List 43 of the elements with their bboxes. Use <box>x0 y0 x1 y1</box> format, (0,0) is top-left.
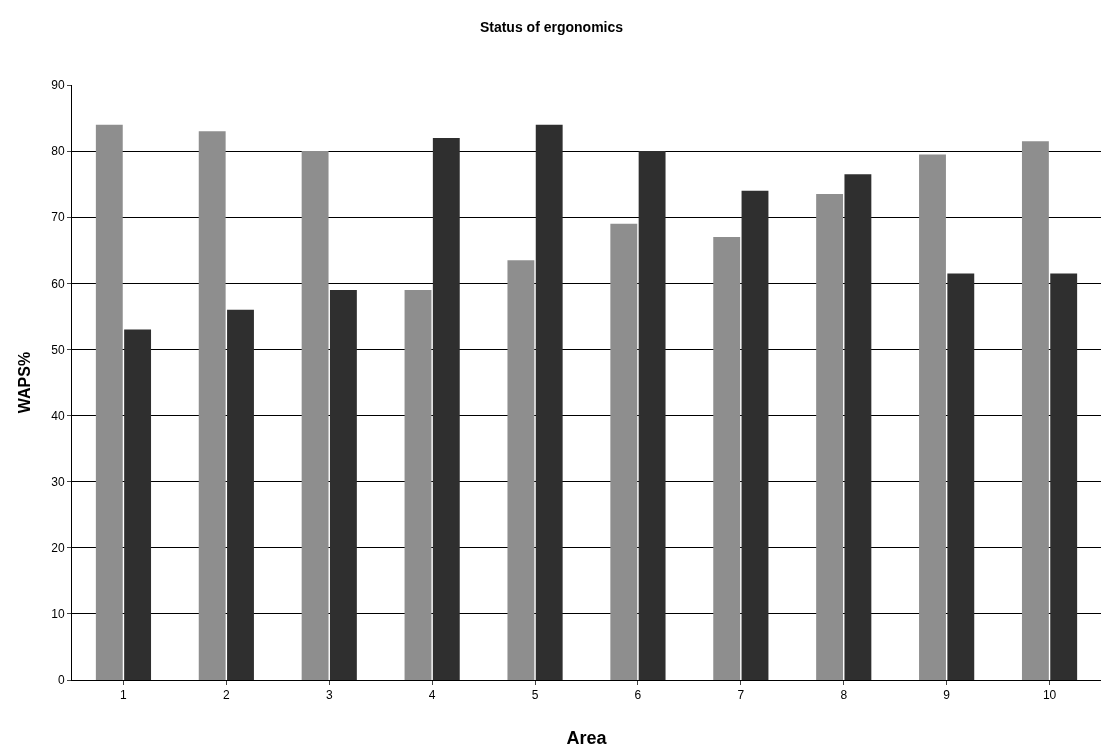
x-tick-label: 1 <box>120 688 128 703</box>
y-tick-label: 0 <box>57 673 65 688</box>
y-tick-label: 10 <box>51 607 65 622</box>
y-tick-label: 50 <box>51 342 65 357</box>
bar <box>432 137 460 680</box>
bar <box>198 131 226 680</box>
bar <box>1021 141 1049 680</box>
bar <box>741 190 769 680</box>
x-tick-label: 10 <box>1042 688 1057 703</box>
x-tick-label: 2 <box>223 688 231 703</box>
bar <box>301 151 329 680</box>
bar <box>713 237 741 680</box>
x-tick-label: 4 <box>428 688 436 703</box>
x-axis-title: Area <box>566 728 608 748</box>
bar <box>610 223 638 680</box>
y-tick-label: 60 <box>51 276 65 291</box>
chart-title: Status of ergonomics <box>479 19 624 36</box>
y-tick-label: 80 <box>51 144 65 159</box>
y-tick-label: 30 <box>51 474 65 489</box>
bar <box>124 329 152 680</box>
bar <box>95 124 123 680</box>
bar <box>404 289 432 680</box>
x-tick-label: 9 <box>943 688 951 703</box>
bar <box>816 194 844 680</box>
bar <box>919 154 946 680</box>
bar <box>947 273 975 680</box>
y-tick-label: 90 <box>51 78 65 93</box>
x-tick-label: 3 <box>325 688 333 703</box>
bar <box>1050 273 1078 680</box>
y-tick-label: 20 <box>51 540 65 555</box>
y-axis-title: WAPS% <box>16 351 33 414</box>
bar <box>844 174 872 680</box>
bar <box>507 260 535 680</box>
x-tick-label: 8 <box>840 688 848 703</box>
y-tick-label: 70 <box>51 210 65 225</box>
bar <box>329 289 357 680</box>
x-tick-label: 7 <box>737 688 745 703</box>
y-tick-label: 40 <box>51 408 65 423</box>
bar <box>227 309 254 680</box>
bar <box>638 151 666 680</box>
bar <box>535 124 563 680</box>
x-tick-label: 5 <box>531 688 539 703</box>
x-tick-label: 6 <box>634 688 642 703</box>
